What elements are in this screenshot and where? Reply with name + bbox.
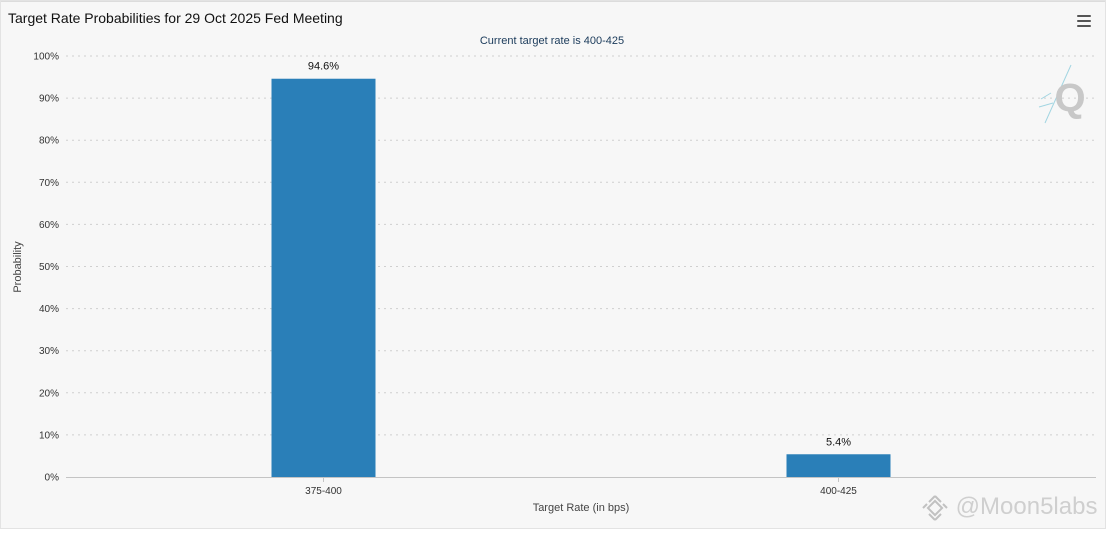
x-tick-label: 375-400 [305,486,342,497]
y-tick-label: 50% [39,262,59,273]
chart-subtitle: Current target rate is 400-425 [480,35,624,47]
watermark-text: @Moon5labs [955,493,1098,520]
bar[interactable] [271,78,376,477]
binance-logo-icon [922,494,948,521]
data-labels: 94.6% 5.4% [308,61,851,449]
y-tick-label: 90% [39,94,59,105]
bars [271,78,891,477]
y-tick-label: 40% [39,304,59,315]
x-tick-labels: 375-400 400-425 [305,477,857,497]
svg-text:Q: Q [1054,76,1085,120]
y-tick-label: 20% [39,388,59,399]
q-logo-icon: Q [1038,64,1086,124]
y-tick-label: 30% [39,346,59,357]
hamburger-menu-icon[interactable] [1075,13,1093,29]
grid-lines [66,55,1096,436]
y-axis-title: Probability [12,241,24,293]
watermark: @Moon5labs [921,493,1097,522]
x-axis-title: Target Rate (in bps) [533,502,630,514]
y-tick-labels: 0% 10% 20% 30% 40% 50% 60% 70% 80% 90% 100% [33,52,59,484]
y-tick-label: 100% [33,52,59,63]
y-tick-label: 60% [39,220,59,231]
y-tick-label: 0% [45,473,60,484]
y-tick-label: 80% [39,136,59,147]
data-label: 94.6% [308,61,339,73]
chart-title: Target Rate Probabilities for 29 Oct 202… [8,10,343,26]
data-label: 5.4% [826,436,851,448]
y-tick-label: 70% [39,178,59,189]
top-border [1,1,1105,2]
y-tick-label: 10% [39,430,59,441]
x-tick-label: 400-425 [820,486,857,497]
bar[interactable] [786,454,891,477]
